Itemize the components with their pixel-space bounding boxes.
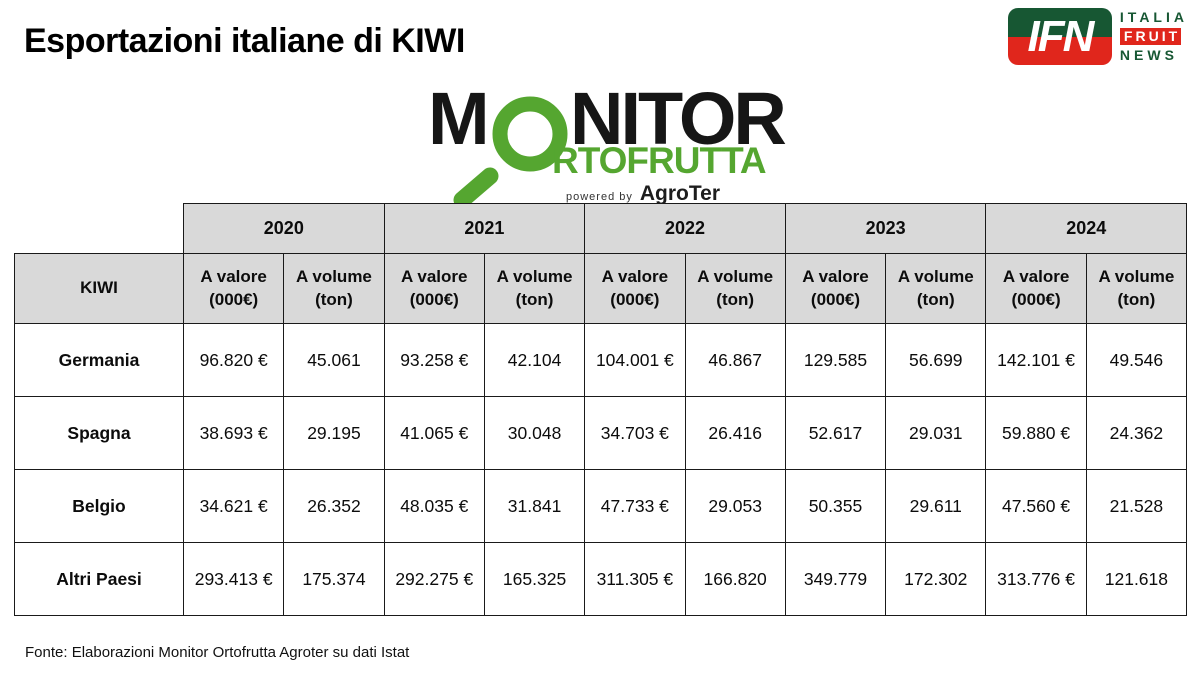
volume-column-header: A volume (ton) <box>684 253 786 324</box>
value-cell: 47.560 € <box>985 469 1087 543</box>
value-cell: 292.275 € <box>383 542 485 616</box>
monitor-letter-m: M <box>428 77 490 160</box>
table-body: Germania 96.820 €45.061 93.258 €42.104 104.… <box>14 323 1188 616</box>
year-header: 2020 <box>183 203 385 254</box>
value-cell: 42.104 <box>483 323 586 397</box>
volume-column-header: A volume (ton) <box>885 253 987 324</box>
ifn-line-fruit: FRUIT <box>1119 28 1182 45</box>
volume-column-header: A volume (ton) <box>1085 253 1188 324</box>
value-cell: 172.302 <box>885 542 987 616</box>
value-cell: 96.820 € <box>182 323 285 397</box>
value-cell: 59.880 € <box>985 396 1087 470</box>
year-header: 2022 <box>584 203 786 254</box>
value-column-header: A valore (000€) <box>182 253 285 324</box>
value-cell: 175.374 <box>283 542 385 616</box>
year-header: 2023 <box>784 203 987 254</box>
value-cell: 104.001 € <box>584 323 686 397</box>
value-cell: 30.048 <box>483 396 586 470</box>
table-row: Germania 96.820 €45.061 93.258 €42.104 104.… <box>14 323 1188 397</box>
value-cell: 24.362 <box>1085 396 1188 470</box>
value-cell: 26.416 <box>684 396 786 470</box>
row-label: Spagna <box>14 396 184 470</box>
ifn-logo: IFN ITALIA FRUIT NEWS <box>1007 8 1188 65</box>
value-cell: 129.585 <box>784 323 887 397</box>
value-cell: 38.693 € <box>182 396 285 470</box>
magnifier-icon <box>453 96 568 209</box>
value-cell: 34.703 € <box>584 396 686 470</box>
value-cell: 29.195 <box>283 396 385 470</box>
value-cell: 45.061 <box>283 323 385 397</box>
ifn-badge-icon: IFN <box>1007 8 1112 65</box>
value-column-header: A valore (000€) <box>985 253 1087 324</box>
powered-by-label: powered by <box>566 191 633 203</box>
table-head: 2020 2021 2022 2023 2024 KIWI A valore (000€) A … <box>14 203 1188 324</box>
column-header-row: KIWI A valore (000€) A volume (ton) A valore(… <box>14 253 1188 324</box>
value-cell: 34.621 € <box>182 469 285 543</box>
value-cell: 50.355 <box>784 469 887 543</box>
ifn-wordmark: ITALIA FRUIT NEWS <box>1119 9 1188 63</box>
value-cell: 21.528 <box>1085 469 1188 543</box>
value-cell: 29.611 <box>885 469 987 543</box>
value-cell: 47.733 € <box>584 469 686 543</box>
value-cell: 56.699 <box>885 323 987 397</box>
year-header-row: 2020 2021 2022 2023 2024 <box>14 203 1188 254</box>
table-row: Altri Paesi 293.413 €175.374 292.275 €165.… <box>14 542 1188 616</box>
value-cell: 31.841 <box>483 469 586 543</box>
ortofrutta-wordmark: RTOFRUTTA <box>552 140 767 181</box>
value-column-header: A valore (000€) <box>584 253 686 324</box>
page-title: Esportazioni italiane di KIWI <box>24 22 465 60</box>
year-header: 2021 <box>383 203 586 254</box>
value-cell: 165.325 <box>483 542 586 616</box>
value-cell: 166.820 <box>684 542 786 616</box>
volume-column-header: A volume (ton) <box>283 253 385 324</box>
value-cell: 41.065 € <box>383 396 485 470</box>
corner-cell <box>14 203 184 254</box>
value-cell: 311.305 € <box>584 542 686 616</box>
ifn-line-italia: ITALIA <box>1119 9 1188 26</box>
table-row: Belgio 34.621 €26.352 48.035 €31.841 47.733… <box>14 469 1188 543</box>
value-cell: 46.867 <box>684 323 786 397</box>
value-cell: 48.035 € <box>383 469 485 543</box>
year-header: 2024 <box>985 203 1188 254</box>
value-cell: 93.258 € <box>383 323 485 397</box>
value-cell: 142.101 € <box>985 323 1087 397</box>
agroter-brand: AgroTer <box>639 182 720 205</box>
value-cell: 52.617 <box>784 396 887 470</box>
value-cell: 49.546 <box>1085 323 1188 397</box>
powered-by-agroter: powered by AgroTer <box>566 182 720 206</box>
ifn-line-news: NEWS <box>1119 46 1178 63</box>
kiwi-export-table: 2020 2021 2022 2023 2024 KIWI A valore (000€) A … <box>14 203 1188 616</box>
value-cell: 293.413 € <box>182 542 285 616</box>
value-cell: 26.352 <box>283 469 385 543</box>
monitor-ortofrutta-logo: M NITOR RTOFRUTTA powered by AgroTer <box>428 82 787 209</box>
monitor-letters-nitor: NITOR <box>570 77 787 160</box>
value-cell: 349.779 <box>784 542 887 616</box>
row-label: Germania <box>14 323 184 397</box>
value-column-header: A valore (000€) <box>784 253 887 324</box>
ifn-badge-green-half <box>1007 8 1112 37</box>
source-note: Fonte: Elaborazioni Monitor Ortofrutta A… <box>25 644 410 661</box>
value-column-header: A valore (000€) <box>383 253 485 324</box>
table-corner-label: KIWI <box>14 253 184 324</box>
row-label: Altri Paesi <box>14 542 184 616</box>
table-row: Spagna 38.693 €29.195 41.065 €30.048 34.703… <box>14 396 1188 470</box>
value-cell: 313.776 € <box>985 542 1087 616</box>
volume-column-header: A volume (ton) <box>483 253 586 324</box>
value-cell: 29.031 <box>885 396 987 470</box>
value-cell: 121.618 <box>1085 542 1188 616</box>
ifn-acronym: IFN <box>1027 11 1094 61</box>
row-label: Belgio <box>14 469 184 543</box>
ifn-badge-red-half <box>1007 36 1112 65</box>
value-cell: 29.053 <box>684 469 786 543</box>
